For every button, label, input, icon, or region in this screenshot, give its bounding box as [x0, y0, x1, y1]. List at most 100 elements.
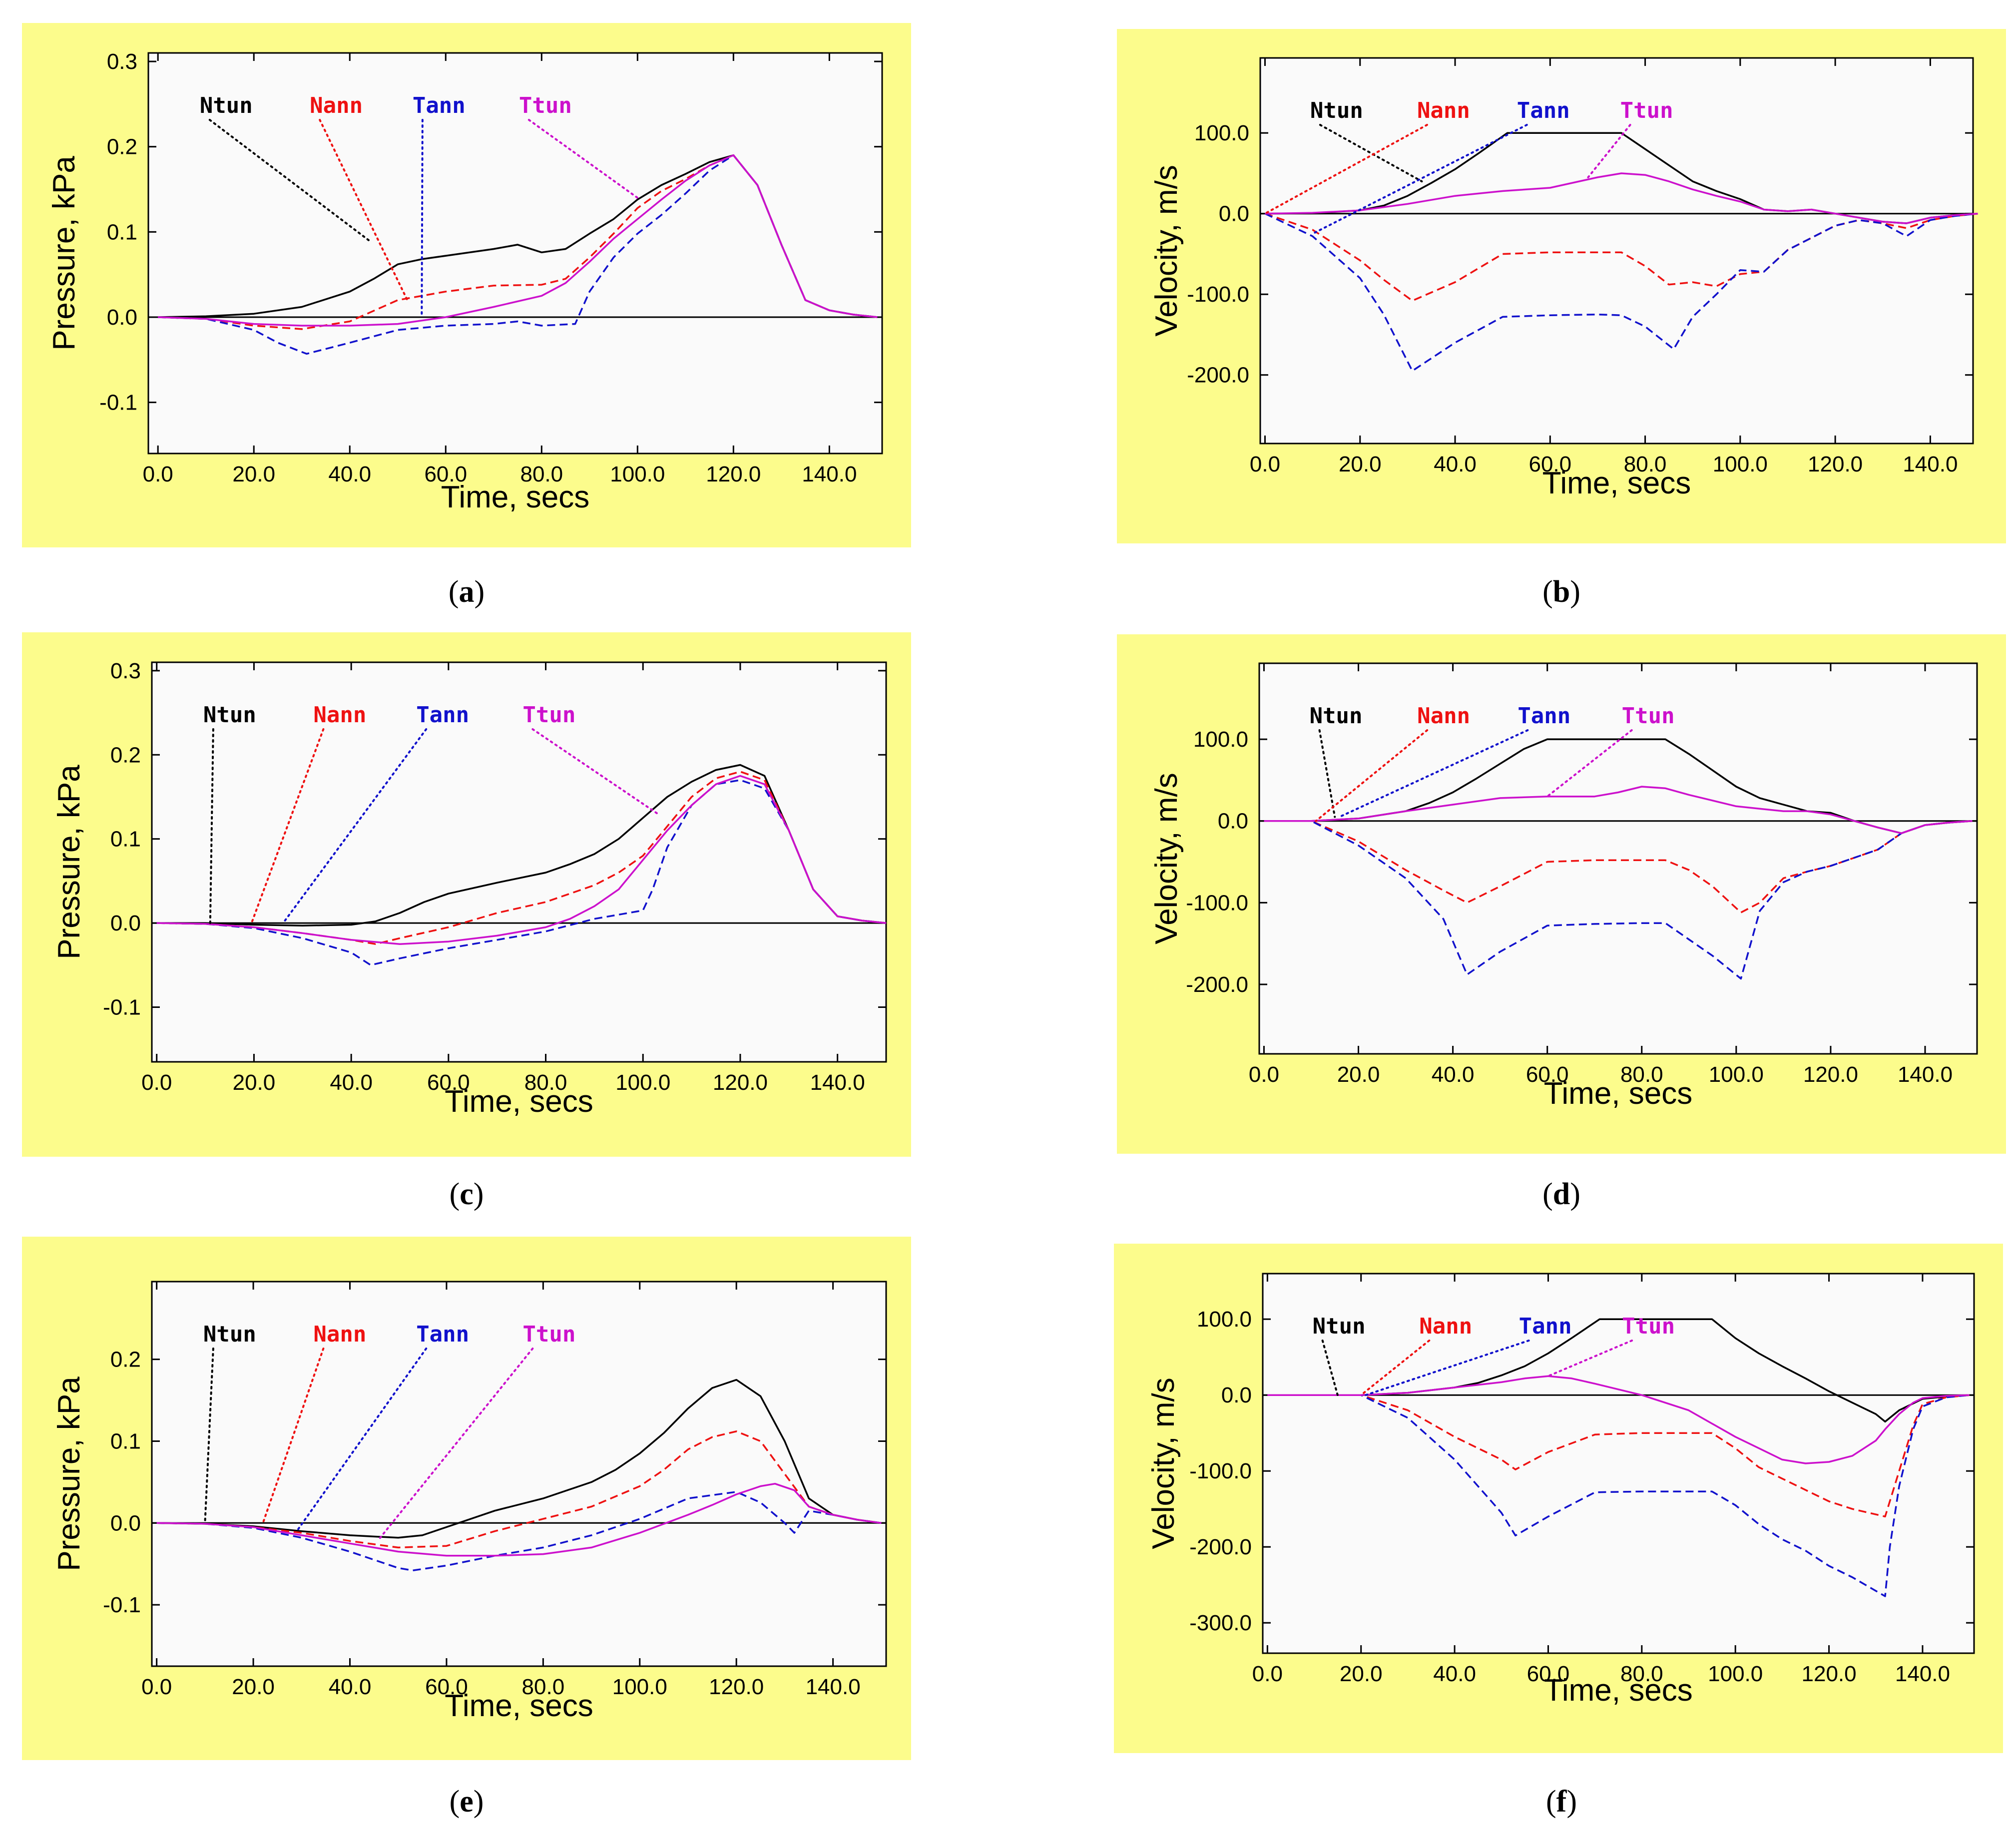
series-line-ttun [1264, 786, 1973, 835]
plot-area [1262, 1273, 1975, 1654]
x-tick-label: 40.0 [330, 1070, 373, 1095]
x-tick-label: 140.0 [802, 462, 857, 486]
plot-area [1258, 662, 1978, 1055]
series-line-ttun [158, 154, 878, 327]
legend-pointer-ttun [1547, 1340, 1633, 1377]
y-tick-label: 0.1 [110, 1429, 141, 1453]
legend-label-ttun: Ttun [1620, 98, 1673, 123]
y-axis-label: Pressure, kPa [47, 156, 81, 351]
y-axis-label: Pressure, kPa [52, 1376, 86, 1571]
legend-pointer-tann [282, 728, 428, 924]
legend-pointer-nann [319, 119, 409, 301]
panel-a: 0.0 20.0 40.0 60.0 80.0 100.0 120.0 140.0 -0.1 0.… [22, 23, 911, 547]
legend-pointer-tann [1338, 729, 1529, 818]
x-tick-label: 80.0 [522, 1675, 565, 1699]
x-tick-label: 120.0 [1802, 1662, 1857, 1686]
x-tick-label: 0.0 [1250, 452, 1280, 476]
x-tick-label: 20.0 [232, 462, 275, 486]
legend-pointer-nann [1360, 1340, 1431, 1396]
legend-label-nann: Nann [313, 1322, 366, 1347]
series-line-nann [1264, 212, 1978, 302]
series-line-tann [1264, 820, 1973, 980]
legend-pointer-tann [421, 119, 424, 318]
series-line-tann [156, 1491, 882, 1572]
legend-label-ttun: Ttun [522, 702, 575, 728]
plot-area [151, 1281, 887, 1667]
series-line-ttun [156, 1482, 882, 1557]
chart-b: 0.0 20.0 40.0 60.0 80.0 100.0 120.0 140.0 -200.0… [1149, 57, 1978, 500]
legend-label-ttun: Ttun [1622, 1314, 1675, 1339]
legend-pointer-nann [262, 1348, 325, 1524]
legend-label-ntun: Ntun [203, 1322, 256, 1347]
plot-area [147, 52, 883, 455]
legend-label-nann: Nann [1417, 703, 1470, 729]
x-tick-label: 120.0 [1808, 452, 1863, 476]
y-tick-label: 0.0 [107, 305, 137, 330]
y-axis-label: Velocity, m/s [1146, 1377, 1181, 1549]
x-tick-label: 60.0 [1527, 1662, 1570, 1686]
legend-pointer-ttun [1587, 124, 1631, 179]
y-tick-label: -100.0 [1186, 891, 1248, 915]
y-tick-label: -300.0 [1189, 1611, 1252, 1635]
x-tick-label: 140.0 [1903, 452, 1958, 476]
x-tick-label: 80.0 [524, 1070, 567, 1095]
x-tick-label: 80.0 [1620, 1062, 1663, 1087]
chart-e: 0.0 20.0 40.0 60.0 80.0 100.0 120.0 140.0 -0.1 0.… [52, 1281, 887, 1723]
legend-label-ntun: Ntun [1310, 98, 1363, 123]
legend-pointer-ttun [378, 1348, 534, 1541]
x-tick-label: 20.0 [232, 1675, 275, 1699]
legend-label-nann: Nann [310, 93, 363, 118]
legend-label-nann: Nann [313, 702, 366, 728]
y-tick-label: 100.0 [1194, 121, 1249, 145]
chart-f: 0.0 20.0 40.0 60.0 80.0 100.0 120.0 140.0 -300.0… [1146, 1273, 1975, 1708]
y-tick-label: 100.0 [1197, 1307, 1252, 1332]
x-tick-label: 40.0 [1432, 1062, 1475, 1087]
caption-f: (f) [1546, 1785, 1577, 1819]
x-tick-label: 140.0 [806, 1675, 861, 1699]
chart-c: 0.0 20.0 40.0 60.0 80.0 100.0 120.0 140.0 -0.1 0.… [52, 659, 887, 1119]
x-tick-label: 120.0 [709, 1675, 764, 1699]
x-tick-label: 40.0 [328, 462, 371, 486]
x-tick-label: 60.0 [1528, 452, 1571, 476]
y-tick-label: -0.1 [103, 1593, 141, 1617]
legend-pointer-tann [1365, 1340, 1530, 1396]
x-tick-label: 140.0 [810, 1070, 865, 1095]
legend-pointer-ntun [1318, 729, 1336, 818]
legend-label-ntun: Ntun [200, 93, 253, 118]
caption-a: (a) [448, 575, 485, 609]
y-tick-label: -200.0 [1186, 972, 1248, 997]
y-tick-label: 0.0 [1218, 809, 1248, 834]
legend-label-tann: Tann [416, 702, 469, 728]
x-axis-label: Time, secs [441, 480, 589, 514]
series-line-nann [156, 1430, 882, 1549]
series-line-nann [158, 154, 878, 330]
legend-label-tann: Tann [1519, 1314, 1572, 1339]
x-axis-label: Time, secs [445, 1689, 593, 1723]
legend-pointer-nann [1315, 729, 1429, 822]
x-tick-label: 80.0 [1624, 452, 1667, 476]
x-tick-label: 60.0 [424, 462, 467, 486]
x-tick-label: 40.0 [1434, 452, 1477, 476]
chart-a: 0.0 20.0 40.0 60.0 80.0 100.0 120.0 140.0 -0.1 0.… [47, 49, 883, 514]
y-tick-label: 100.0 [1193, 727, 1248, 752]
x-tick-label: 0.0 [141, 1070, 172, 1095]
caption-d: (d) [1542, 1177, 1580, 1211]
series-line-ttun [1267, 1375, 1970, 1464]
y-tick-label: 0.0 [110, 1511, 141, 1535]
series-line-ntun [156, 1378, 882, 1539]
x-tick-label: 140.0 [1898, 1062, 1953, 1087]
legend-pointer-nann [1264, 124, 1428, 215]
series-line-nann [1267, 1394, 1970, 1518]
y-tick-label: 0.0 [1221, 1383, 1252, 1407]
series-line-ttun [1265, 172, 1978, 224]
legend-label-ntun: Ntun [1310, 703, 1363, 729]
y-tick-label: 0.0 [110, 911, 141, 935]
y-tick-label: 0.0 [1219, 202, 1249, 226]
legend-pointer-ttun [527, 119, 639, 199]
x-tick-label: 0.0 [143, 462, 173, 486]
plot-area [151, 661, 887, 1063]
y-axis-label: Pressure, kPa [52, 765, 86, 959]
legend-pointer-ntun [209, 728, 214, 924]
x-tick-label: 100.0 [1713, 452, 1768, 476]
y-tick-label: 0.2 [110, 743, 141, 767]
